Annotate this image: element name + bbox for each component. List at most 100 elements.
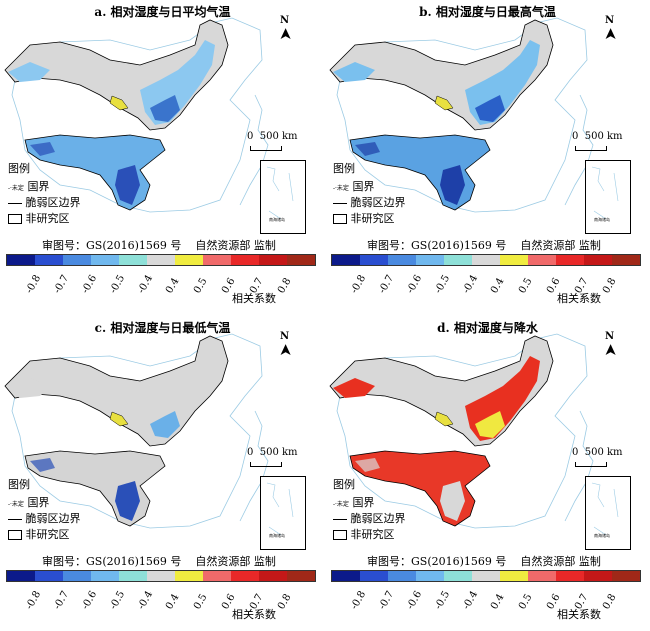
colorbar-swatch bbox=[259, 571, 287, 581]
inset-label: 南海诸岛 bbox=[594, 533, 610, 538]
scale-label: 0 500 km bbox=[572, 447, 623, 458]
scale-bar bbox=[250, 462, 282, 467]
panel-title: d. 相对湿度与降水 bbox=[437, 321, 538, 335]
colorbar-swatch bbox=[259, 255, 287, 265]
colorbar-tick: 0.4 bbox=[489, 592, 507, 612]
scale-distance: 500 km bbox=[259, 131, 298, 142]
colorbar-swatch bbox=[612, 255, 640, 265]
north-label: N bbox=[605, 15, 615, 26]
colorbar-swatch bbox=[416, 255, 444, 265]
inset-label: 南海诸岛 bbox=[594, 217, 610, 222]
legend-label: 国界 bbox=[352, 496, 375, 509]
scale-zero: 0 bbox=[572, 131, 579, 142]
north-arrow-icon: N ➤ bbox=[602, 331, 619, 356]
legend-item: -·未定 国界 bbox=[8, 178, 49, 194]
colorbar-tick: 0.8 bbox=[276, 276, 294, 296]
legend-item: -·未定 国界 bbox=[8, 494, 49, 510]
north-arrow-icon: N ➤ bbox=[602, 15, 619, 40]
southern-zone-deep bbox=[440, 165, 465, 205]
legend-label: 非研究区 bbox=[25, 528, 70, 541]
southern-zone-deep bbox=[440, 481, 465, 521]
approval-number: 审图号：GS(2016)1569 号 bbox=[42, 555, 182, 568]
colorbar-swatch bbox=[35, 255, 63, 265]
map bbox=[329, 17, 594, 213]
south-china-sea-inset: 南海诸岛 bbox=[585, 476, 631, 550]
scale-bar bbox=[575, 146, 607, 151]
colorbar-swatch bbox=[63, 255, 91, 265]
colorbar-tick: 0.5 bbox=[192, 592, 210, 612]
colorbar-swatch bbox=[63, 571, 91, 581]
colorbar-swatch bbox=[287, 571, 315, 581]
colorbar-swatch bbox=[500, 255, 528, 265]
colorbar-tick: 0.4 bbox=[164, 592, 182, 612]
inset-label: 南海诸岛 bbox=[269, 217, 285, 222]
colorbar-tick: 0.5 bbox=[517, 276, 535, 296]
legend-item: 脆弱区边界 bbox=[333, 510, 406, 526]
colorbar-swatch bbox=[500, 571, 528, 581]
approval-text: 审图号：GS(2016)1569 号 自然资源部 监制 bbox=[367, 553, 601, 569]
southern-patch bbox=[355, 458, 380, 472]
legend-label: 非研究区 bbox=[350, 528, 395, 541]
colorbar-swatch bbox=[332, 255, 360, 265]
coastline bbox=[564, 410, 594, 522]
colorbar-tick: -0.6 bbox=[80, 273, 100, 296]
northern-zone-deep bbox=[475, 95, 505, 122]
south-china-sea-inset: 南海诸岛 bbox=[585, 160, 631, 234]
colorbar-tick: 0.5 bbox=[517, 592, 535, 612]
panel-c: c. 相对湿度与日最低气温 N ➤ 0 500 km 南海诸岛 图例 -·未定 国界 脆弱… bbox=[0, 316, 325, 631]
colorbar-swatch bbox=[584, 255, 612, 265]
legend-symbol bbox=[8, 212, 22, 225]
legend-label: 非研究区 bbox=[350, 212, 395, 225]
colorbar-tick: 0.8 bbox=[276, 592, 294, 612]
panel-title: a. 相对湿度与日平均气温 bbox=[94, 5, 231, 19]
accent-patch bbox=[434, 411, 454, 427]
colorbar-tick: -0.8 bbox=[349, 273, 369, 296]
colorbar-swatch bbox=[612, 571, 640, 581]
colorbar-swatch bbox=[388, 255, 416, 265]
colorbar-swatch bbox=[7, 255, 35, 265]
legend-symbol: -·未定 bbox=[333, 185, 349, 192]
legend-symbol: -·未定 bbox=[8, 185, 24, 192]
approval-agency: 自然资源部 监制 bbox=[195, 239, 276, 252]
colorbar-swatch bbox=[91, 571, 119, 581]
accent-patch bbox=[434, 95, 454, 111]
legend-item: 脆弱区边界 bbox=[8, 510, 81, 526]
colorbar-tick: -0.4 bbox=[461, 273, 481, 296]
approval-number: 审图号：GS(2016)1569 号 bbox=[367, 555, 507, 568]
scale-label: 0 500 km bbox=[572, 131, 623, 142]
colorbar-tick: 0.5 bbox=[192, 276, 210, 296]
panel-b: b. 相对湿度与日最高气温 N ➤ 0 500 km 南海诸岛 图例 -·未定 国界 脆弱… bbox=[325, 0, 650, 315]
colorbar-title: 相关系数 bbox=[232, 292, 276, 305]
colorbar-tick: -0.8 bbox=[349, 589, 369, 612]
legend-item: 脆弱区边界 bbox=[8, 194, 81, 210]
legend-symbol: -·未定 bbox=[8, 501, 24, 508]
colorbar-tick: -0.5 bbox=[433, 273, 453, 296]
legend-title: 图例 bbox=[8, 162, 30, 175]
colorbar-tick: -0.7 bbox=[52, 589, 72, 612]
panel-title: c. 相对湿度与日最低气温 bbox=[94, 321, 231, 335]
colorbar-swatch bbox=[528, 255, 556, 265]
map bbox=[4, 333, 269, 529]
legend-label: 脆弱区边界 bbox=[25, 196, 81, 209]
colorbar-tick: -0.7 bbox=[377, 589, 397, 612]
accent-patch bbox=[109, 411, 129, 427]
southern-zone-deep bbox=[115, 165, 140, 205]
scale-bar bbox=[575, 462, 607, 467]
colorbar-swatch bbox=[360, 571, 388, 581]
colorbar-swatch bbox=[119, 255, 147, 265]
colorbar-swatch bbox=[147, 571, 175, 581]
legend-item: -·未定 国界 bbox=[333, 178, 374, 194]
legend-label: 国界 bbox=[27, 496, 50, 509]
colorbar-swatch bbox=[556, 255, 584, 265]
approval-agency: 自然资源部 监制 bbox=[520, 239, 601, 252]
colorbar-swatch bbox=[91, 255, 119, 265]
scale-bar bbox=[250, 146, 282, 151]
legend-symbol bbox=[8, 528, 22, 541]
north-arrow-icon: N ➤ bbox=[277, 331, 294, 356]
colorbar-tick: 0.8 bbox=[601, 276, 619, 296]
legend-label: 脆弱区边界 bbox=[350, 196, 406, 209]
colorbar-title: 相关系数 bbox=[232, 608, 276, 621]
accent-patch bbox=[109, 95, 129, 111]
colorbar-tick: 0.4 bbox=[489, 276, 507, 296]
north-label: N bbox=[280, 15, 290, 26]
